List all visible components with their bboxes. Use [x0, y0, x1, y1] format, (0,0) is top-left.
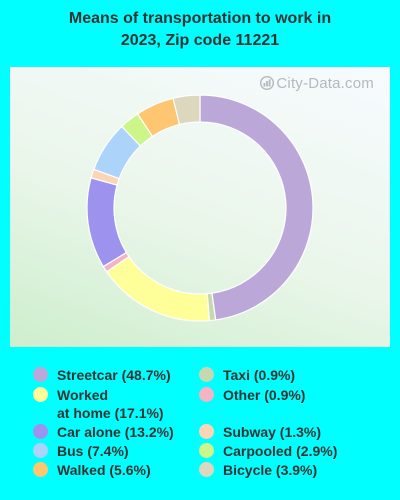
legend-swatch-subway — [199, 424, 214, 439]
legend-item-other: Other (0.9%) — [199, 386, 305, 404]
legend-label-subway: Subway (1.3%) — [223, 424, 322, 440]
watermark: City-Data.com — [260, 75, 374, 92]
chart-title: Means of transportation to work in 2023,… — [0, 8, 400, 52]
legend-swatch-bus — [33, 443, 48, 458]
legend-item-car-alone: Car alone (13.2%) — [33, 423, 174, 441]
legend-swatch-bicycle — [199, 462, 214, 477]
legend-label-bus: Bus (7.4%) — [57, 443, 129, 459]
legend-swatch-car-alone — [33, 424, 48, 439]
watermark-text: City-Data.com — [276, 75, 374, 92]
legend-item-bicycle: Bicycle (3.9%) — [199, 461, 317, 479]
legend-item-walked: Walked (5.6%) — [33, 461, 151, 479]
city-data-logo-icon — [260, 76, 275, 90]
legend-swatch-streetcar — [33, 367, 48, 382]
legend-label-bicycle: Bicycle (3.9%) — [223, 462, 318, 478]
donut-chart — [86, 94, 314, 322]
donut-slice-streetcar — [199, 94, 314, 321]
plot-area: City-Data.com — [10, 67, 390, 347]
legend-label-taxi: Taxi (0.9%) — [223, 367, 296, 383]
legend-item-bus: Bus (7.4%) — [33, 442, 129, 460]
legend-swatch-other — [199, 387, 214, 402]
legend-label-car-alone: Car alone (13.2%) — [57, 424, 174, 440]
legend-label-streetcar: Streetcar (48.7%) — [57, 367, 171, 383]
legend-label-carpooled: Carpooled (2.9%) — [223, 443, 338, 459]
chart-title-line-2: 2023, Zip code 11221 — [120, 32, 280, 49]
legend-swatch-taxi — [199, 367, 214, 382]
legend-item-subway: Subway (1.3%) — [199, 423, 321, 441]
chart-title-line-1: Means of transportation to work in — [68, 10, 332, 27]
legend-item-worked-at-home: Worked at home (17.1%) — [33, 386, 164, 422]
donut-slice-bicycle — [172, 94, 201, 126]
legend-item-taxi: Taxi (0.9%) — [199, 366, 295, 384]
legend-swatch-carpooled — [199, 443, 214, 458]
legend-swatch-worked-at-home — [33, 387, 48, 402]
legend-label-worked-at-home: Worked at home (17.1%) — [57, 387, 164, 421]
legend-label-walked: Walked (5.6%) — [57, 462, 151, 478]
donut-slice-car-alone — [86, 177, 128, 268]
legend-item-carpooled: Carpooled (2.9%) — [199, 442, 337, 460]
legend-swatch-walked — [33, 462, 48, 477]
legend-label-other: Other (0.9%) — [223, 387, 306, 403]
legend-item-streetcar: Streetcar (48.7%) — [33, 366, 171, 384]
donut-slice-worked-at-home — [105, 255, 211, 322]
